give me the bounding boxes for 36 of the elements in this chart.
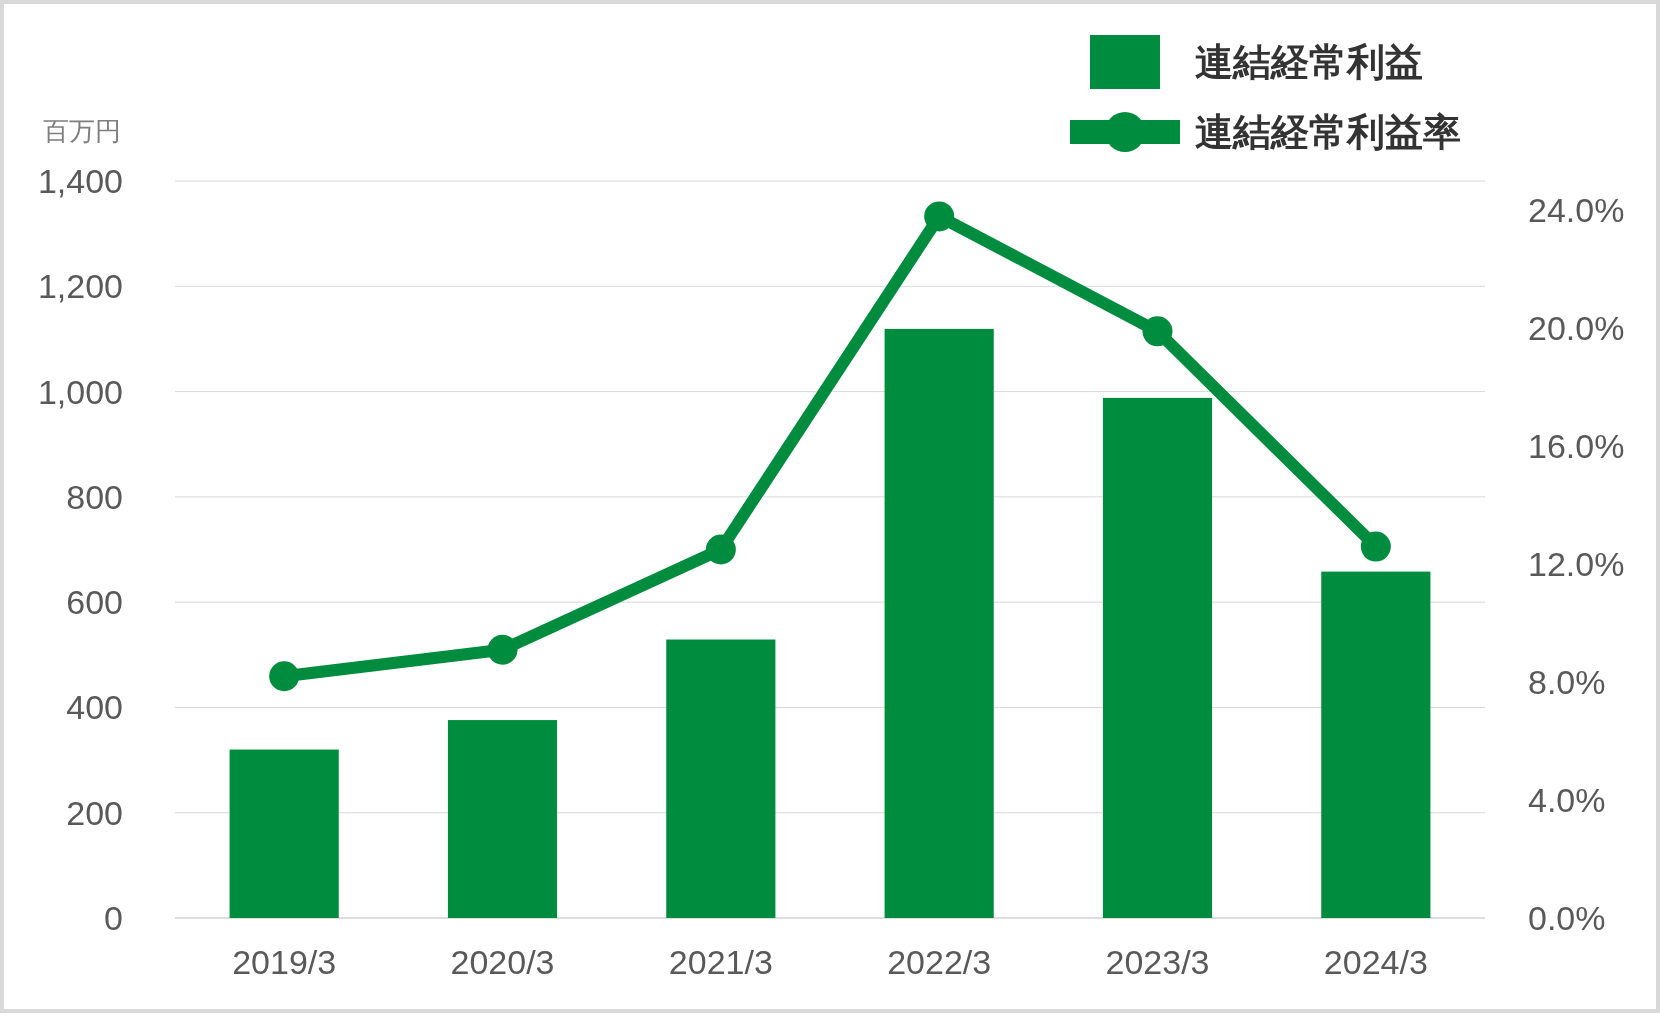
- point: [705, 534, 736, 565]
- y-axis-title: 百万円: [43, 116, 121, 146]
- legend-label: 連結経常利益: [1195, 41, 1423, 83]
- y-tick-label: 200: [66, 793, 123, 832]
- y2-tick-label: 4.0%: [1528, 781, 1606, 820]
- y-tick-label: 1,000: [37, 372, 123, 411]
- x-tick-label: 2020/3: [450, 943, 555, 981]
- x-tick-label: 2024/3: [1323, 943, 1428, 981]
- point: [1142, 316, 1173, 347]
- bar: [447, 720, 558, 918]
- bar: [1102, 397, 1213, 918]
- x-tick-label: 2023/3: [1105, 943, 1210, 981]
- y-tick-label: 1,400: [37, 162, 123, 200]
- y2-tick-label: 20.0%: [1528, 309, 1625, 348]
- bar: [229, 749, 339, 918]
- y2-tick-label: 0.0%: [1528, 899, 1606, 937]
- bar: [1321, 571, 1431, 918]
- y2-tick-label: 8.0%: [1528, 663, 1606, 702]
- y-tick-label: 1,200: [37, 267, 123, 306]
- y-tick-label: 0: [104, 899, 123, 937]
- y2-tick-label: 24.0%: [1528, 191, 1625, 230]
- y2-tick-label: 16.0%: [1528, 427, 1625, 466]
- y-tick-label: 800: [66, 477, 123, 516]
- bar: [666, 639, 776, 918]
- bar: [884, 328, 994, 918]
- point: [1360, 531, 1391, 562]
- x-tick-label: 2022/3: [887, 943, 992, 981]
- x-tick-label: 2019/3: [232, 943, 337, 981]
- legend-label: 連結経常利益率: [1195, 111, 1461, 153]
- y-tick-label: 400: [66, 688, 123, 727]
- y2-tick-label: 12.0%: [1528, 545, 1625, 584]
- x-tick-label: 2021/3: [668, 943, 773, 981]
- point: [924, 201, 955, 232]
- y-tick-label: 600: [66, 583, 123, 622]
- point: [269, 661, 300, 692]
- point: [487, 634, 518, 665]
